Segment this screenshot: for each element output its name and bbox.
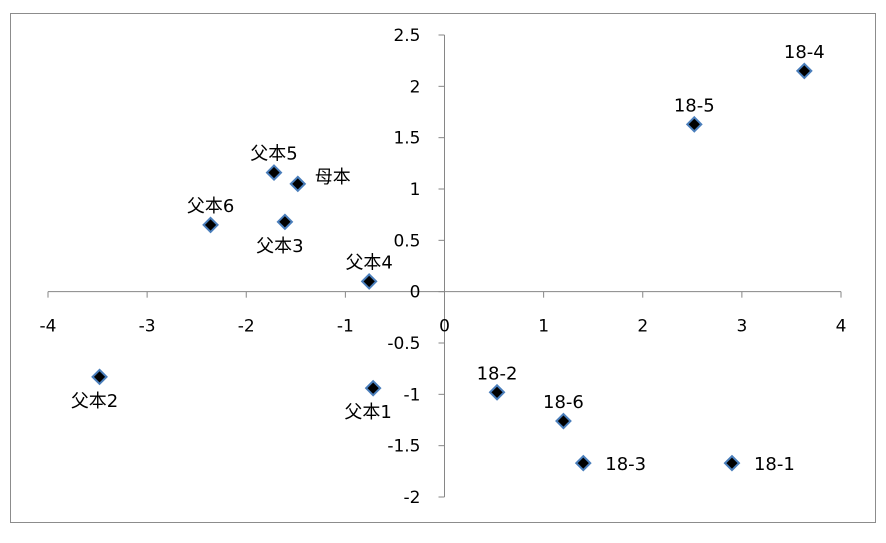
y-tick-label: -0.5 [387,334,420,354]
data-label: 父本6 [187,196,234,217]
data-point [265,164,283,181]
data-point [276,213,294,231]
data-label: 18-5 [674,95,715,116]
tick-labels: -4 -3 -2 -1 0 1 2 3 4 2.5 2 1.5 1 0.5 0 -0.5 -1 -1.5 -2 [40,26,847,508]
data-label: 父本2 [71,391,118,412]
data-point [574,454,592,472]
data-point [364,379,382,397]
data-point [91,368,108,386]
y-tick-label: -2 [404,488,421,508]
data-label: 18-4 [784,42,825,63]
data-point [723,454,741,472]
x-tick-label: 3 [736,317,747,337]
y-tick-label: 0.5 [393,231,420,251]
data-points [91,62,813,472]
x-tick-label: -2 [238,317,255,337]
y-tick-label: -1 [404,385,421,405]
data-point [685,115,703,133]
x-tick-label: 0 [439,317,450,337]
x-tick-label: -4 [40,317,57,337]
y-tick-label: 2.5 [393,26,420,46]
y-tick-label: -1.5 [387,437,420,457]
data-point [555,412,572,430]
data-label: 父本1 [344,402,391,423]
x-tick-label: -3 [139,317,156,337]
data-label: 18-1 [754,454,795,475]
data-label: 父本5 [250,144,297,165]
data-point [795,62,813,80]
data-point [360,272,378,290]
y-tick-label: 1 [410,180,421,200]
x-tick-label: 1 [538,317,549,337]
y-tick-label: 0 [410,283,421,303]
x-tick-label: -1 [337,317,354,337]
data-point [488,383,506,401]
data-point [289,175,307,193]
data-label: 18-6 [543,392,584,413]
x-tick-label: 2 [637,317,648,337]
data-point [202,216,219,234]
data-label: 18-2 [477,363,518,384]
data-label: 父本3 [256,236,303,257]
chart-border [10,13,876,523]
x-tick-label: 4 [836,317,847,337]
axes [47,34,842,498]
data-label: 18-3 [605,454,646,475]
data-label: 母本 [315,167,351,188]
data-label: 父本4 [345,252,392,273]
y-tick-label: 2 [410,77,421,97]
y-tick-label: 1.5 [393,129,420,149]
